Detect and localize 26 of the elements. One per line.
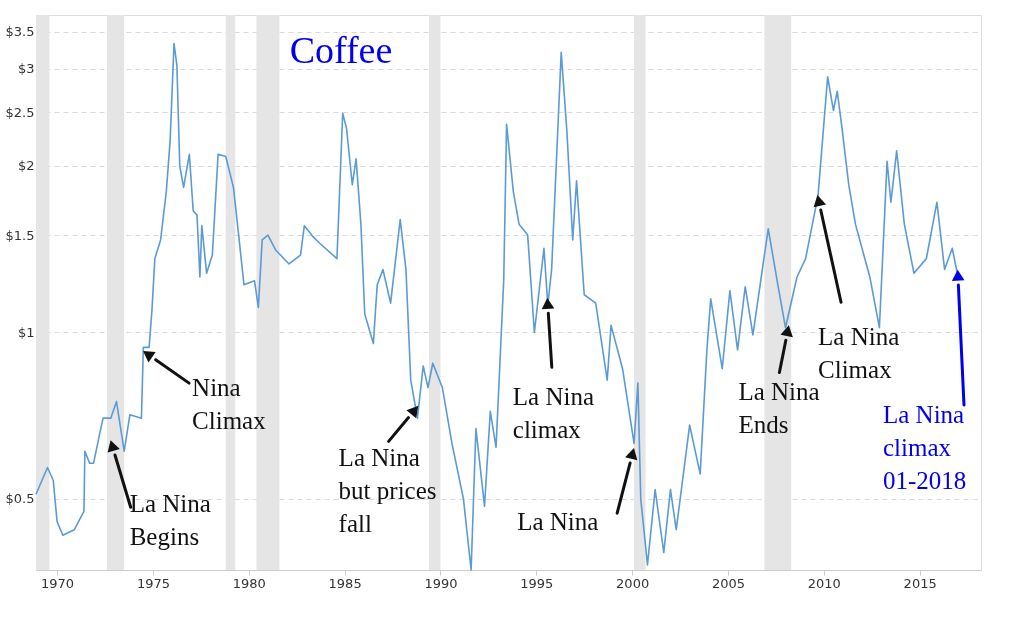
y-tick-label: $1.5: [5, 227, 35, 243]
annotation: La Nina climax 01-2018: [883, 400, 967, 494]
y-tick-label: $3.5: [5, 24, 35, 40]
y-tick-label: $2: [17, 158, 35, 174]
annotation: La Nina but prices fall: [338, 444, 437, 538]
annotation: La Nina climax: [512, 383, 595, 444]
x-tick-label: 1990: [424, 575, 458, 591]
x-tick-label: 1985: [328, 575, 362, 591]
y-tick-label: $1: [17, 324, 35, 340]
x-tick-label: 2015: [903, 575, 937, 591]
x-tick-label: 2000: [616, 575, 650, 591]
annotation: La Nina: [517, 508, 599, 536]
y-tick-label: $2.5: [5, 104, 35, 120]
x-tick-label: 1995: [520, 575, 554, 591]
y-tick-label: $3: [17, 61, 35, 77]
annotation: La Nina Begins: [129, 490, 211, 551]
x-tick-label: 2005: [711, 575, 746, 591]
annotation: Nina Climax: [192, 374, 267, 435]
annotation: La Nina Ends: [738, 378, 820, 439]
x-tick-label: 1980: [232, 575, 266, 591]
y-tick-label: $0.5: [5, 491, 35, 507]
chart-title: Coffee: [289, 29, 393, 71]
x-tick-label: 2010: [807, 575, 841, 591]
annotation: La Nina Climax: [818, 323, 900, 384]
x-tick-label: 1975: [136, 575, 170, 591]
x-tick-label: 1970: [41, 575, 75, 591]
